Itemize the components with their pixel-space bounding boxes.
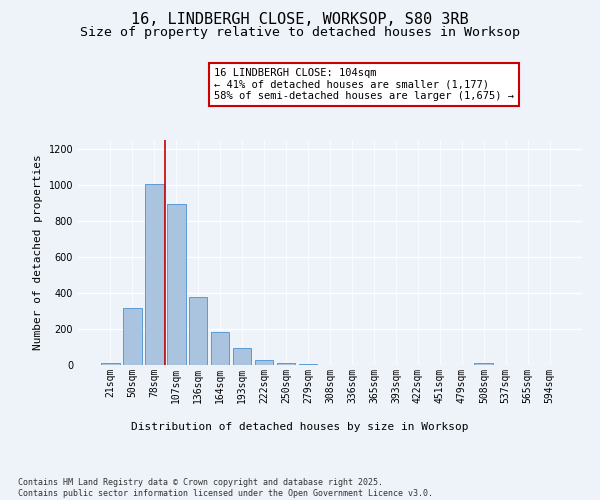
Bar [167, 204, 185, 365]
Bar [145, 184, 164, 365]
Bar [101, 363, 119, 365]
Bar [299, 364, 317, 365]
Text: Distribution of detached houses by size in Worksop: Distribution of detached houses by size … [131, 422, 469, 432]
Text: 16 LINDBERGH CLOSE: 104sqm
← 41% of detached houses are smaller (1,177)
58% of s: 16 LINDBERGH CLOSE: 104sqm ← 41% of deta… [214, 68, 514, 101]
Bar [255, 360, 274, 365]
Bar [233, 348, 251, 365]
Text: Contains HM Land Registry data © Crown copyright and database right 2025.
Contai: Contains HM Land Registry data © Crown c… [18, 478, 433, 498]
Bar [189, 296, 208, 365]
Text: Size of property relative to detached houses in Worksop: Size of property relative to detached ho… [80, 26, 520, 39]
Bar [211, 332, 229, 365]
Bar [475, 363, 493, 365]
Text: 16, LINDBERGH CLOSE, WORKSOP, S80 3RB: 16, LINDBERGH CLOSE, WORKSOP, S80 3RB [131, 12, 469, 28]
Bar [123, 308, 142, 365]
Y-axis label: Number of detached properties: Number of detached properties [33, 154, 43, 350]
Bar [277, 363, 295, 365]
